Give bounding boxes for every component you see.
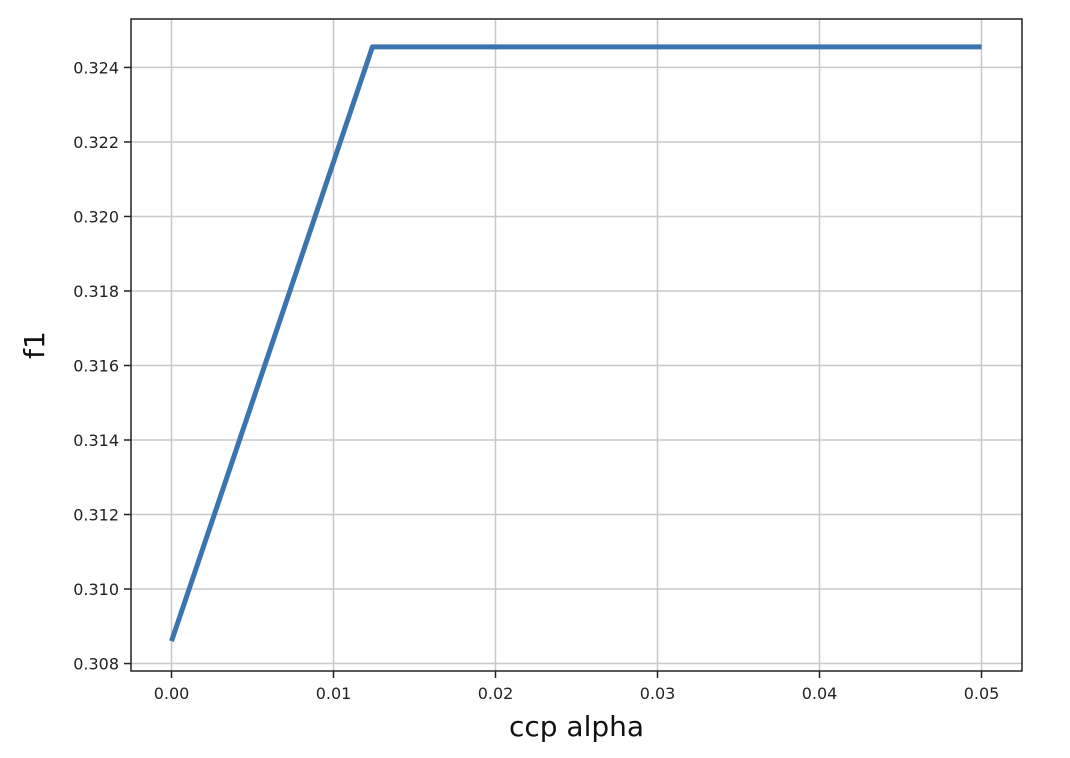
y-tick-label: 0.318 (73, 282, 119, 301)
y-axis-label: f1 (18, 331, 51, 359)
y-tick-label: 0.308 (73, 655, 119, 674)
y-tick-label: 0.320 (73, 207, 119, 226)
x-axis-label: ccp alpha (509, 710, 644, 743)
x-tick-label: 0.01 (316, 684, 352, 703)
ticks: 0.00 0.01 0.02 0.03 0.04 0.05 0.308 0.310 0.312 0… (73, 58, 999, 703)
x-tick-label: 0.02 (478, 684, 514, 703)
x-tick-label: 0.03 (640, 684, 676, 703)
y-tick-label: 0.316 (73, 356, 119, 375)
y-tick-label: 0.314 (73, 431, 119, 450)
x-tick-label: 0.00 (154, 684, 190, 703)
x-tick-label: 0.04 (802, 684, 838, 703)
y-tick-label: 0.324 (73, 58, 119, 77)
grid-lines (131, 19, 1022, 671)
x-tick-label: 0.05 (964, 684, 1000, 703)
plot-frame (130, 18, 1023, 672)
y-tick-label: 0.310 (73, 580, 119, 599)
series-layer (169, 44, 982, 643)
y-tick-label: 0.322 (73, 133, 119, 152)
series-line (169, 44, 982, 643)
y-tick-label: 0.312 (73, 506, 119, 525)
